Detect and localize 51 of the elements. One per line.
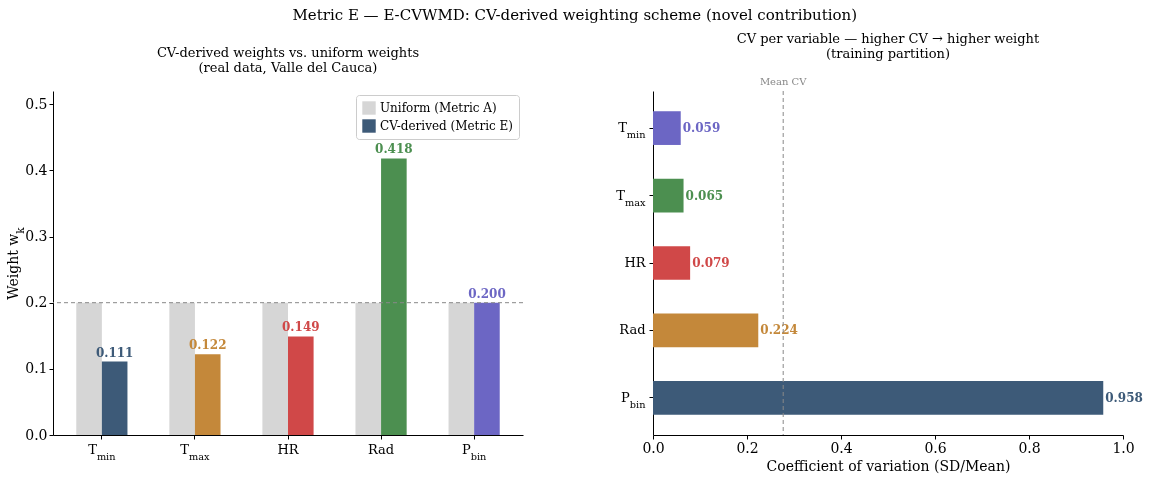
ref-line-label: Mean CV [759, 76, 808, 87]
bar [653, 313, 759, 348]
x-tick-label: P$_{bin}$ [461, 441, 488, 461]
bar [288, 336, 314, 435]
y-tick-label: 0.4 [25, 161, 48, 178]
data-label: 0.079 [692, 256, 730, 270]
y-tick-label: 0.5 [25, 95, 48, 112]
y-tick-label: HR [624, 255, 647, 270]
x-tick-label: 0.2 [736, 439, 759, 456]
bar [194, 354, 221, 435]
bar [653, 178, 684, 213]
bar [101, 361, 128, 435]
chart-title: CV-derived weights vs. uniform weights (real data, Valle del Cauca) [156, 45, 420, 75]
legend-label: CV-derived (Metric E) [380, 119, 513, 133]
x-axis-title: Coefficient of variation (SD/Mean) [766, 457, 1011, 474]
y-tick-label: Rad [619, 322, 646, 338]
data-label: 0.200 [468, 286, 506, 301]
data-label: 0.958 [1105, 390, 1143, 405]
y-tick-label: 0.2 [25, 294, 48, 311]
x-tick-label: T$_{min}$ [88, 441, 117, 461]
y-tick-label: P$_{bin}$ [621, 389, 647, 410]
chart-title: CV per variable — higher CV → higher weight (training partition) [736, 31, 1040, 61]
x-tick-label: T$_{max}$ [180, 441, 211, 461]
data-label: 0.059 [682, 121, 721, 136]
data-label: 0.224 [760, 323, 798, 338]
y-tick-label: 0.1 [25, 360, 48, 377]
bar [448, 302, 475, 435]
x-tick-label: 1.0 [1112, 439, 1135, 456]
legend-label: Uniform (Metric A) [380, 101, 497, 115]
x-tick-label: 0.4 [830, 439, 853, 456]
data-label: 0.111 [95, 345, 134, 360]
y-tick-label: T$_{min}$ [618, 120, 647, 140]
bar [355, 302, 382, 435]
text: Metric E — E-CVWMD: CV-derived weighting scheme (novel contribution) [292, 6, 858, 24]
bar [474, 302, 500, 435]
x-tick-label: Rad [367, 441, 395, 457]
x-tick-label: 0.6 [924, 439, 947, 456]
bar [653, 246, 691, 280]
y-tick-label: 0.0 [25, 426, 48, 443]
x-tick-label: HR [277, 441, 300, 457]
y-tick-label: 0.3 [25, 228, 48, 245]
data-label: 0.149 [282, 320, 320, 335]
data-label: 0.122 [188, 338, 227, 353]
bar [653, 111, 681, 145]
data-label: 0.418 [375, 142, 413, 157]
x-tick-label: 0.8 [1018, 439, 1041, 456]
y-tick-label: T$_{max}$ [616, 187, 646, 208]
x-tick-label: 0.0 [642, 439, 665, 456]
bar [653, 381, 1104, 415]
bar [381, 158, 407, 435]
data-label: 0.065 [685, 188, 724, 203]
